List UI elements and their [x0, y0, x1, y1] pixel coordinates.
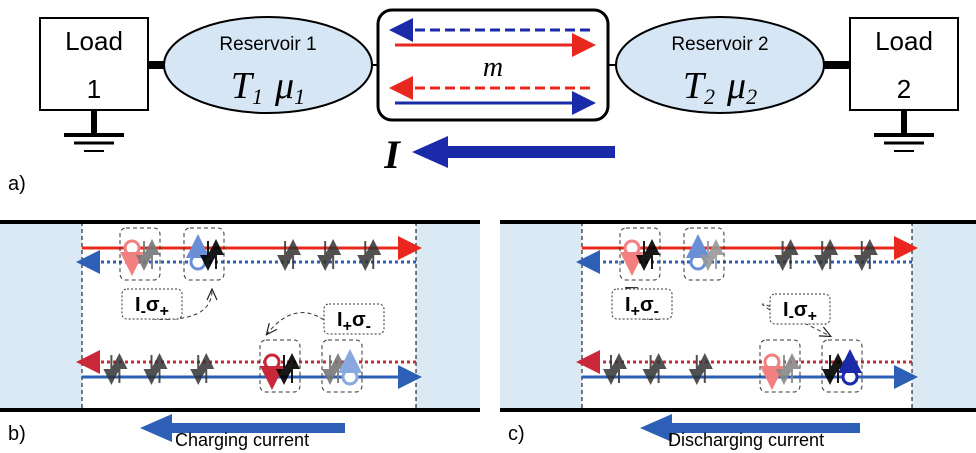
panel-label: a) [8, 173, 26, 195]
carrier-dot [191, 255, 205, 269]
carrier-dot [625, 241, 639, 255]
load-number: 1 [87, 74, 101, 104]
channel-label: m [483, 52, 503, 83]
load-title: Load [875, 26, 933, 56]
carrier-dot [265, 355, 279, 369]
tag-part: σ [352, 309, 366, 331]
reservoir-title: Reservoir 2 [671, 34, 768, 55]
load-number: 2 [897, 74, 911, 104]
load-title: Load [65, 26, 123, 56]
current-caption: Charging current [175, 430, 309, 450]
tag-part: σ [794, 299, 808, 321]
reservoir-title: Reservoir 1 [219, 34, 316, 55]
panel-label: c) [508, 423, 525, 445]
carrier-dot [343, 370, 357, 384]
tag-part: - [366, 318, 371, 335]
figure: Load 1 Reservoir 1 T1μ1 m Reservoir 2 T2… [0, 0, 976, 453]
carrier-dot [691, 255, 705, 269]
tag-part: σ [640, 294, 654, 316]
reservoir [164, 17, 372, 113]
tag-part: σ [146, 294, 160, 316]
reservoir-region [0, 222, 82, 410]
current-arrow [140, 414, 172, 442]
current-caption: Discharging current [668, 430, 824, 450]
reservoir-region [416, 222, 480, 410]
tag-part: + [808, 308, 817, 325]
carrier-dot [843, 370, 857, 384]
current-label: I [383, 132, 401, 177]
carrier-dot [125, 241, 139, 255]
reservoir-region [500, 222, 582, 410]
carrier-dot [765, 355, 779, 369]
tag-part: + [343, 318, 352, 335]
tag-part: + [160, 303, 169, 320]
panel-label: b) [8, 423, 26, 445]
tag-part: - [654, 303, 659, 320]
reservoir [616, 17, 824, 113]
tag-part: + [631, 303, 640, 320]
reservoir-region [912, 222, 976, 410]
